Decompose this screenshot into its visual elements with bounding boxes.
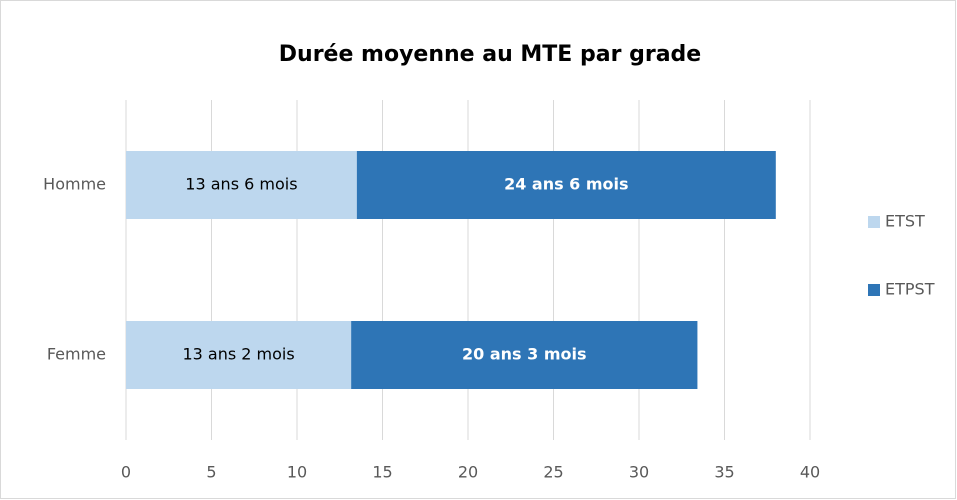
y-tick-label: Femme — [47, 345, 106, 364]
bar-segment — [126, 321, 352, 389]
x-tick-label: 35 — [714, 463, 734, 482]
legend-label: ETPST — [885, 280, 935, 299]
x-tick-label: 5 — [206, 463, 216, 482]
data-label: 13 ans 2 mois — [182, 345, 294, 364]
x-tick-label: 20 — [458, 463, 478, 482]
legend-label: ETST — [885, 212, 925, 231]
chart-title: Durée moyenne au MTE par grade — [279, 42, 701, 67]
data-label: 20 ans 3 mois — [462, 345, 587, 364]
data-label: 13 ans 6 mois — [185, 175, 297, 194]
x-tick-label: 0 — [121, 463, 131, 482]
x-tick-label: 10 — [287, 463, 307, 482]
legend-swatch — [868, 284, 880, 296]
bar-segment — [356, 151, 776, 219]
x-tick-label: 30 — [629, 463, 649, 482]
bar-segment — [351, 321, 698, 389]
y-tick-label: Homme — [43, 175, 106, 194]
x-tick-label: 25 — [543, 463, 563, 482]
data-label: 24 ans 6 mois — [504, 175, 629, 194]
x-tick-label: 40 — [800, 463, 820, 482]
bar-segment — [126, 151, 357, 219]
legend-swatch — [868, 216, 880, 228]
x-tick-label: 15 — [372, 463, 392, 482]
